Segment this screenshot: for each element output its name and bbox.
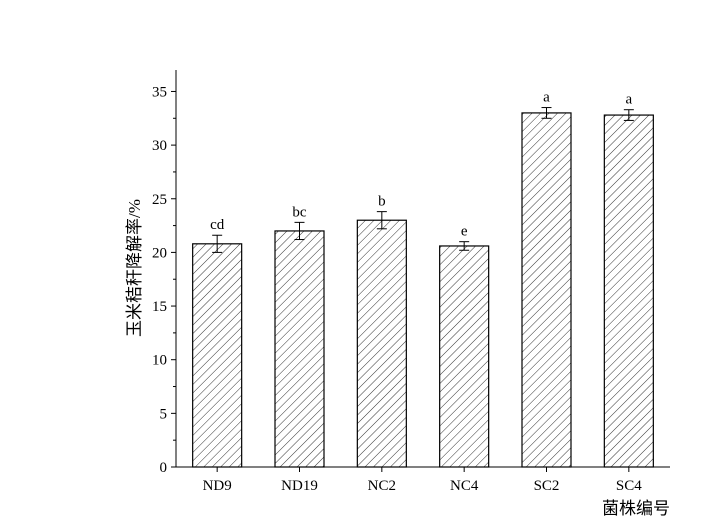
- y-tick-label: 30: [152, 138, 167, 154]
- significance-label: e: [461, 224, 468, 240]
- significance-label: a: [543, 90, 550, 106]
- x-tick-label: SC2: [534, 478, 560, 494]
- x-axis-label: 菌株编号: [602, 499, 670, 518]
- significance-label: bc: [292, 204, 307, 220]
- significance-label: cd: [210, 217, 225, 233]
- y-tick-label: 25: [152, 192, 167, 208]
- x-tick-label: SC4: [616, 478, 642, 494]
- x-tick-label: ND19: [281, 478, 318, 494]
- bar-nc4: [439, 245, 490, 468]
- y-tick-label: 20: [152, 245, 167, 261]
- x-tick-label: NC4: [450, 478, 479, 494]
- significance-label: b: [378, 194, 386, 210]
- y-tick-label: 35: [152, 84, 167, 100]
- significance-label: a: [625, 92, 632, 108]
- bar-nc2: [356, 219, 407, 468]
- y-tick-label: 10: [152, 353, 167, 369]
- y-tick-label: 5: [160, 406, 168, 422]
- x-tick-label: NC2: [368, 478, 396, 494]
- bar-nd9: [192, 243, 243, 468]
- y-tick-label: 15: [152, 299, 167, 315]
- ticks-layer: 0 5 10 15 20 25 30 35 ND9 ND19 NC2 NC4 SC2 SC4: [152, 84, 642, 494]
- bar-sc2: [521, 112, 572, 468]
- x-tick-label: ND9: [203, 478, 232, 494]
- axes-layer: [175, 70, 670, 468]
- y-axis-label: 玉米秸秆降解率/%: [125, 199, 144, 337]
- bar-nd19: [274, 230, 325, 468]
- y-tick-label: 0: [160, 460, 168, 476]
- bar-sc4: [603, 114, 654, 468]
- bars-layer: cd bc b e a a: [192, 90, 654, 468]
